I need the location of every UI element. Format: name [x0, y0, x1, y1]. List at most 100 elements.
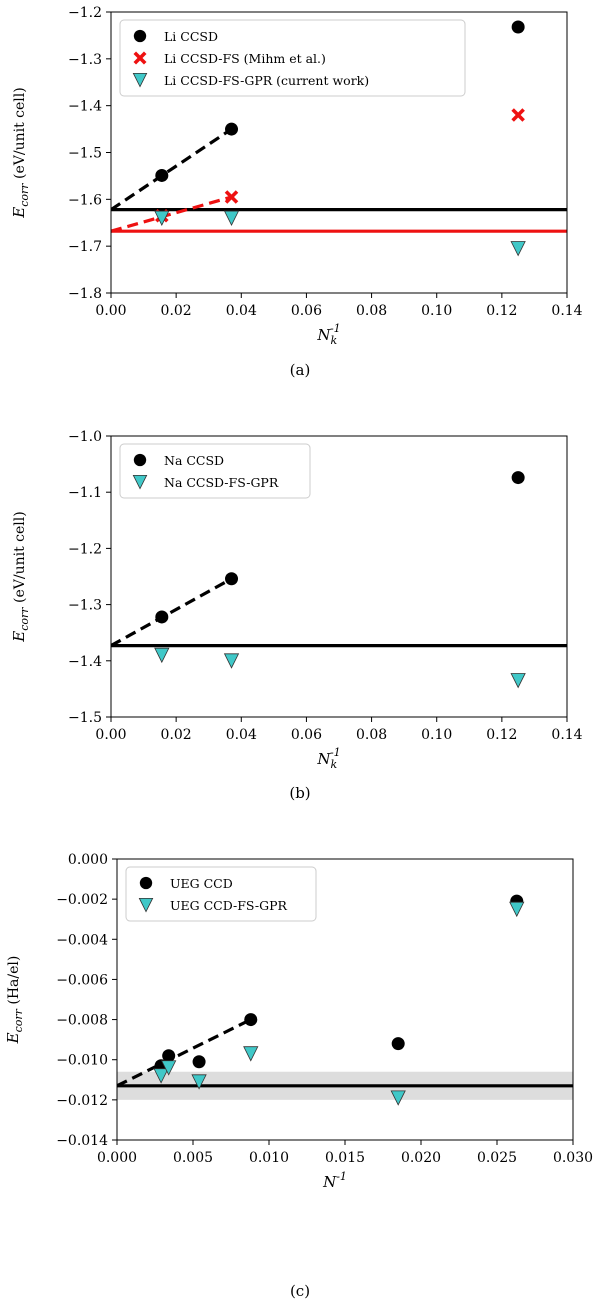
series-1 [153, 901, 525, 1106]
x-tick-label: 0.020 [401, 1150, 441, 1166]
x-tick-label: 0.030 [553, 1150, 593, 1166]
data-point [155, 610, 169, 624]
panel-caption: (b) [289, 784, 310, 802]
legend-label: UEG CCD-FS-GPR [170, 898, 288, 913]
legend-box [125, 866, 317, 922]
y-tick-label: −1.3 [68, 598, 102, 614]
x-tick-label: 0.14 [551, 303, 582, 319]
x-tick-label: 0.10 [421, 303, 452, 319]
series-1 [155, 108, 525, 223]
data-point [162, 1049, 176, 1063]
y-tick-label: −0.006 [56, 972, 108, 988]
panel-caption: (a) [290, 361, 311, 379]
legend-marker [138, 897, 154, 913]
plot-area [111, 471, 567, 689]
legend-box [119, 19, 466, 97]
legend-label: Li CCSD-FS-GPR (current work) [164, 73, 369, 88]
legend-item: Na CCSD-FS-GPR [132, 474, 279, 490]
x-tick-label: 0.04 [226, 727, 257, 743]
legend-label: Na CCSD [164, 453, 224, 468]
y-tick-label: −1.7 [68, 239, 102, 255]
data-point [223, 210, 240, 226]
legend-marker [133, 51, 147, 65]
chart-panel-b: 0.00 0.02 0.04 0.06 0.08 0.10 0.12 0.14 −1.5 −1.4… [10, 429, 583, 802]
y-tick-label: −0.002 [56, 892, 108, 908]
dashed-fit-line [111, 127, 233, 211]
y-tick-label: −1.2 [68, 541, 102, 557]
series-1 [154, 647, 526, 689]
x-tick-label: 0.00 [95, 727, 126, 743]
data-point [224, 190, 239, 204]
y-tick-label: −1.6 [68, 192, 102, 208]
legend-item: UEG CCD-FS-GPR [138, 897, 288, 913]
series-0 [155, 471, 525, 624]
y-tick-label: −1.4 [68, 99, 102, 115]
x-tick-label: 0.08 [356, 727, 387, 743]
y-tick-label: −0.014 [56, 1133, 108, 1149]
dashed-fit-line [111, 195, 232, 233]
plot-area [111, 20, 567, 257]
data-point [509, 901, 525, 918]
data-point [244, 1013, 258, 1027]
y-axis-label: Ecorr (eV/unit cell) [10, 87, 31, 218]
x-tick-label: 0.06 [291, 727, 322, 743]
chart-panel-c: 0.000 0.005 0.010 0.015 0.020 0.025 0.030 −0.01… [4, 852, 593, 1300]
legend-item: UEG CCD [139, 876, 233, 891]
legend-marker [133, 453, 147, 467]
panel-caption: (c) [290, 1282, 310, 1300]
x-axis-label: N-1 [322, 1170, 347, 1191]
y-tick-label: −1.3 [68, 52, 102, 68]
data-point [155, 168, 169, 182]
x-tick-label: 0.015 [325, 1150, 365, 1166]
dashed-fit-line [111, 577, 233, 648]
y-tick-label: −1.8 [68, 286, 102, 302]
x-tick-label: 0.08 [356, 303, 387, 319]
x-tick-label: 0.010 [249, 1150, 289, 1166]
x-axis-label: Nk-1 [316, 322, 340, 347]
y-tick-label: −1.0 [68, 429, 102, 445]
y-tick-label: 0.000 [68, 852, 108, 868]
legend-item: Li CCSD [133, 29, 218, 44]
data-point [154, 647, 170, 664]
x-axis-label: Nk-1 [316, 746, 340, 771]
y-tick-label: −1.4 [68, 654, 102, 670]
y-tick-label: −1.5 [68, 710, 102, 726]
series-2 [154, 210, 526, 257]
legend-label: Na CCSD-FS-GPR [164, 475, 279, 490]
plot-area [117, 894, 573, 1106]
legend: UEG CCD UEG CCD-FS-GPR [125, 866, 317, 922]
legend-label: UEG CCD [170, 876, 233, 891]
y-tick-label: −0.008 [56, 1013, 108, 1029]
x-tick-label: 0.02 [161, 303, 192, 319]
x-tick-label: 0.000 [97, 1150, 137, 1166]
data-point [191, 1074, 207, 1090]
y-tick-label: −1.1 [68, 485, 102, 501]
legend-label: Li CCSD [164, 29, 218, 44]
data-point [154, 210, 170, 226]
y-axis-label: Ecorr (Ha/el) [4, 956, 25, 1045]
legend: Li CCSD Li CCSD-FS (Mihm et al.) Li CCSD-F… [119, 19, 466, 97]
x-tick-label: 0.12 [486, 727, 517, 743]
axes-frame [110, 435, 568, 718]
legend-marker [139, 876, 153, 890]
y-tick-label: −1.2 [68, 5, 102, 21]
dashed-fit-line [117, 1018, 252, 1088]
data-point [511, 108, 525, 122]
data-point [243, 1046, 259, 1062]
y-tick-label: −0.004 [56, 932, 108, 948]
x-tick-label: 0.005 [173, 1150, 213, 1166]
data-point [511, 20, 525, 34]
x-tick-label: 0.14 [551, 727, 582, 743]
data-point [225, 122, 239, 136]
data-point [510, 673, 526, 689]
y-axis-label: Ecorr (eV/unit cell) [10, 511, 31, 642]
legend-item: Li CCSD-FS-GPR (current work) [132, 72, 369, 88]
x-tick-label: 0.12 [486, 303, 517, 319]
data-point [391, 1037, 405, 1051]
y-tick-label: −1.5 [68, 146, 102, 162]
x-tick-label: 0.00 [95, 303, 126, 319]
legend-marker [132, 474, 148, 490]
x-tick-label: 0.025 [477, 1150, 517, 1166]
chart-panel-a: 0.00 0.02 0.04 0.06 0.08 0.10 0.12 0.14 −1.8 −1.7… [10, 5, 583, 379]
